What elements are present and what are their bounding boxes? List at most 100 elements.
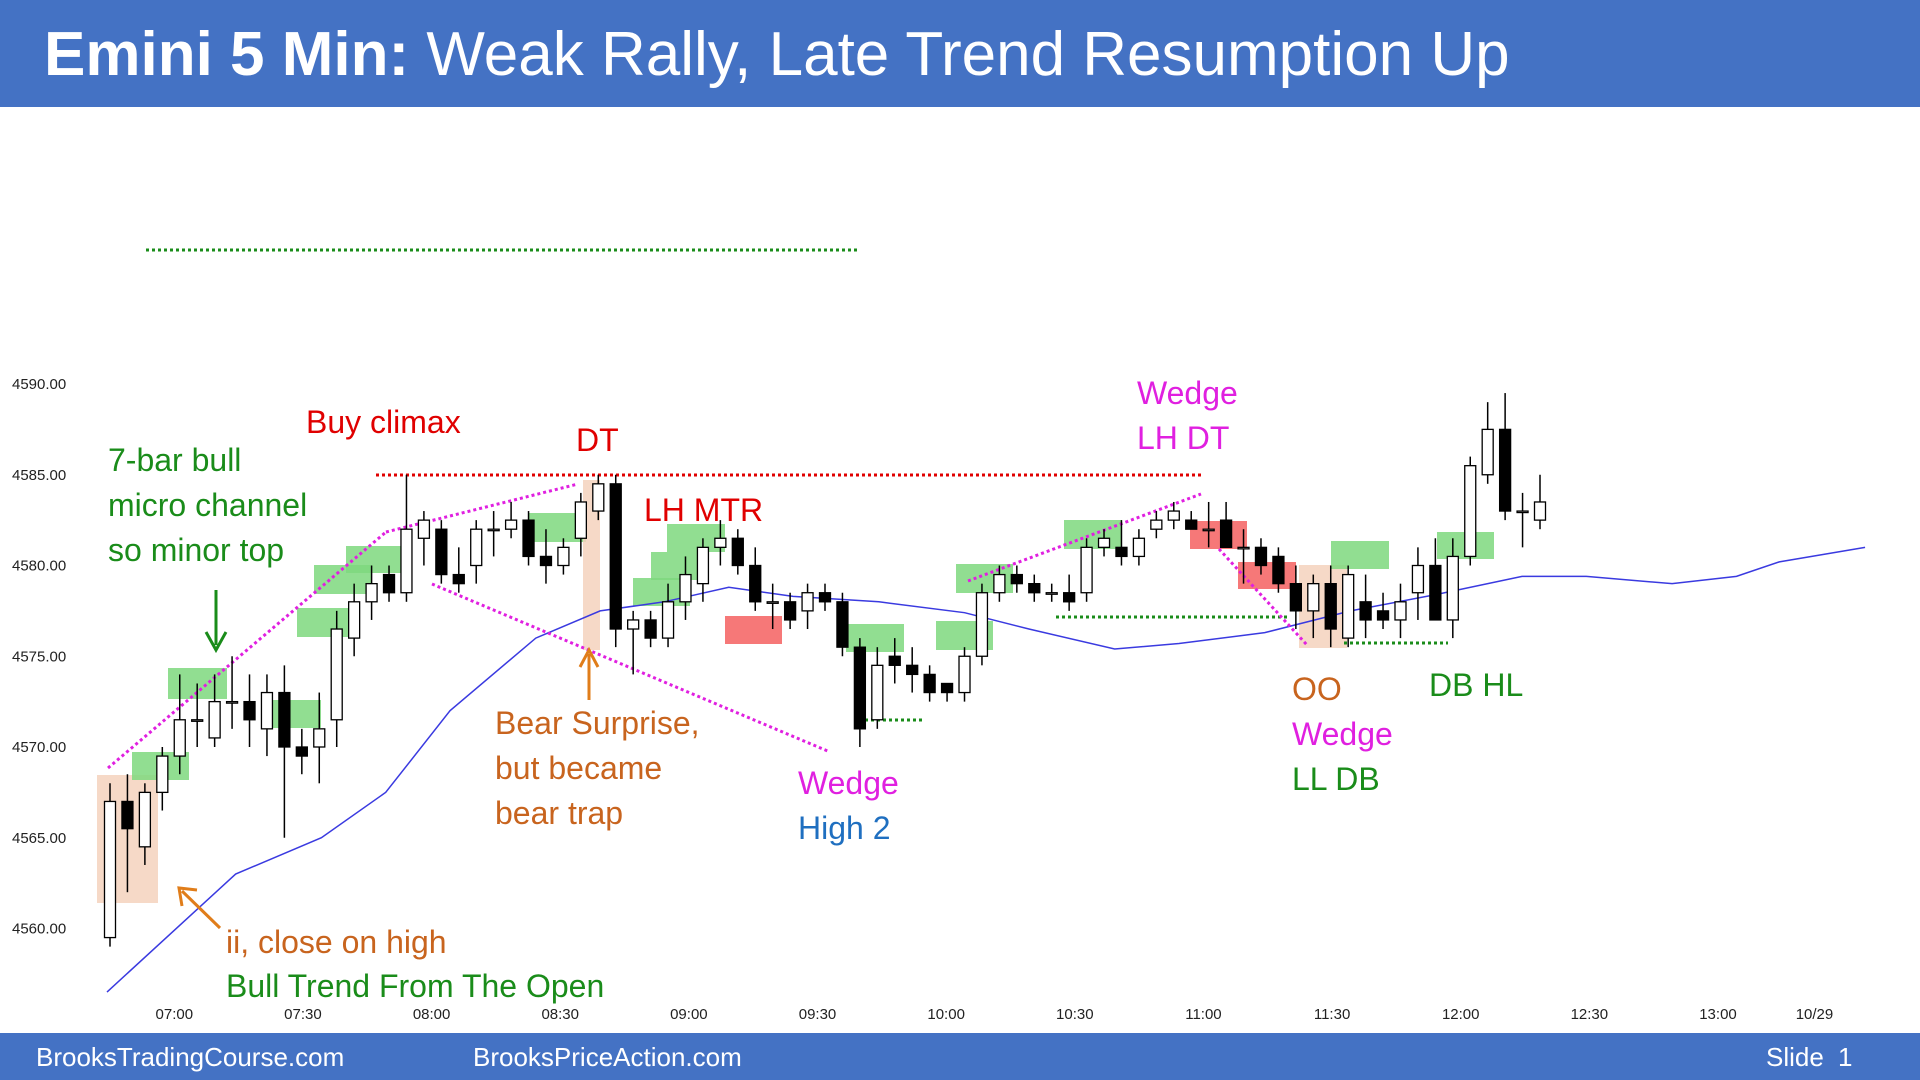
candle: [696, 538, 710, 602]
candle: [714, 520, 727, 566]
bull-candle-body: [1342, 573, 1355, 639]
candle: [592, 474, 605, 521]
bear-candle-body: [923, 673, 936, 694]
bear-candle-body: [1028, 583, 1041, 594]
candle: [1097, 529, 1111, 557]
annotation-wedge-lh-dt: Wedge LH DT: [1137, 371, 1238, 461]
bull-candle-body: [400, 528, 413, 594]
bull-candle-body: [1080, 546, 1093, 594]
bear-candle-body: [243, 700, 256, 721]
candle: [1237, 529, 1250, 584]
candle: [347, 583, 361, 657]
bull-candle-body: [330, 628, 343, 721]
x-tick-label: 10:30: [1056, 1006, 1094, 1023]
bull-candle-body: [696, 546, 710, 585]
annotation-ii-close: ii, close on high: [226, 924, 447, 960]
candle: [1062, 574, 1076, 611]
bear-candle-body: [1010, 573, 1023, 585]
candle: [836, 592, 849, 657]
y-tick-label: 4570.00: [12, 739, 66, 756]
annotation-line: Bear Surprise,: [495, 705, 700, 741]
bull-candle-body: [1167, 510, 1180, 521]
candle: [1394, 583, 1407, 639]
x-tick-label: 08:30: [541, 1006, 579, 1023]
slide-label: Slide: [1766, 1042, 1824, 1072]
bull-candle-body: [1533, 501, 1547, 521]
bear-candle-body: [1429, 564, 1442, 621]
wedge-trendline: [107, 530, 387, 770]
annotation-line: 7-bar bull: [108, 442, 242, 478]
bull-candle-body: [313, 728, 326, 748]
bear-candle-body: [836, 601, 849, 648]
annotation-line: but became: [495, 750, 663, 786]
bear-candle-body: [278, 691, 291, 748]
candle: [801, 583, 814, 630]
annotation-db-hl: DB HL: [1429, 667, 1524, 703]
annotation-line: OO: [1292, 671, 1342, 707]
candle: [1167, 501, 1180, 530]
title-rest: Weak Rally, Late Trend Resumption Up: [426, 20, 1510, 89]
bull-candle-body: [1097, 537, 1111, 549]
bull-candle-body: [1132, 537, 1146, 558]
bull-candle-body: [156, 755, 169, 794]
candle: [1342, 565, 1355, 648]
annotation-line: bear trap: [495, 795, 624, 831]
candle: [627, 610, 640, 675]
candle: [260, 674, 274, 757]
candle: [313, 692, 326, 784]
bear-candle-body: [121, 800, 134, 830]
candle: [609, 474, 622, 648]
bull-candle-body: [470, 528, 483, 567]
bear-candle-body: [1185, 519, 1198, 530]
bull-candle-body: [208, 700, 221, 739]
down-arrow-green-head: [204, 631, 228, 654]
bull-candle-body: [1464, 465, 1477, 558]
bear-candle-body: [295, 746, 308, 757]
candle: [103, 783, 117, 947]
candle: [278, 665, 291, 838]
y-tick-label: 4565.00: [12, 830, 66, 847]
bear-candle-body: [749, 564, 762, 603]
bull-candle-body: [627, 619, 640, 630]
candle: [766, 583, 779, 630]
bear-candle-body: [1115, 546, 1128, 558]
candle: [975, 583, 989, 666]
annotation-oo-wedge: OO Wedge LL DB: [1292, 667, 1393, 802]
bull-candle-body: [1516, 510, 1529, 514]
highlight-box: [297, 608, 355, 637]
bull-candle-body: [661, 601, 675, 639]
title-bar: Emini 5 Min: Weak Rally, Late Trend Resu…: [0, 0, 1920, 107]
candle: [1481, 402, 1494, 484]
highlight-box: [346, 546, 404, 573]
bull-candle-body: [766, 601, 779, 604]
candle: [243, 674, 256, 747]
annotation-micro-channel: 7-bar bull micro channel so minor top: [108, 438, 307, 573]
candle: [365, 565, 378, 620]
candle: [173, 674, 186, 775]
bull-candle-body: [138, 791, 152, 848]
highlight-box: [1299, 565, 1347, 648]
candle: [1272, 547, 1285, 593]
annotation-lh-mtr: LH MTR: [644, 492, 764, 528]
bear-candle-body: [539, 555, 553, 567]
bear-candle-body: [644, 619, 657, 639]
y-tick-label: 4585.00: [12, 467, 66, 484]
bull-candle-body: [260, 691, 274, 730]
bull-candle-body: [1307, 583, 1320, 612]
bear-candle-body: [1324, 583, 1337, 630]
x-tick-label: 11:00: [1185, 1006, 1221, 1023]
x-tick-label: 12:30: [1571, 1006, 1609, 1023]
bull-candle-body: [1237, 546, 1250, 550]
candle: [1516, 492, 1529, 548]
candle: [1359, 574, 1372, 639]
candle: [906, 647, 919, 693]
bear-candle-body: [783, 601, 797, 621]
candle: [731, 529, 744, 575]
annotation-wedge-high2: Wedge High 2: [798, 761, 899, 851]
bear-candle-body: [1062, 592, 1076, 603]
bull-candle-body: [173, 719, 186, 757]
candle: [295, 728, 308, 775]
candle: [1115, 520, 1128, 566]
candle: [470, 520, 483, 584]
candle: [382, 565, 396, 602]
